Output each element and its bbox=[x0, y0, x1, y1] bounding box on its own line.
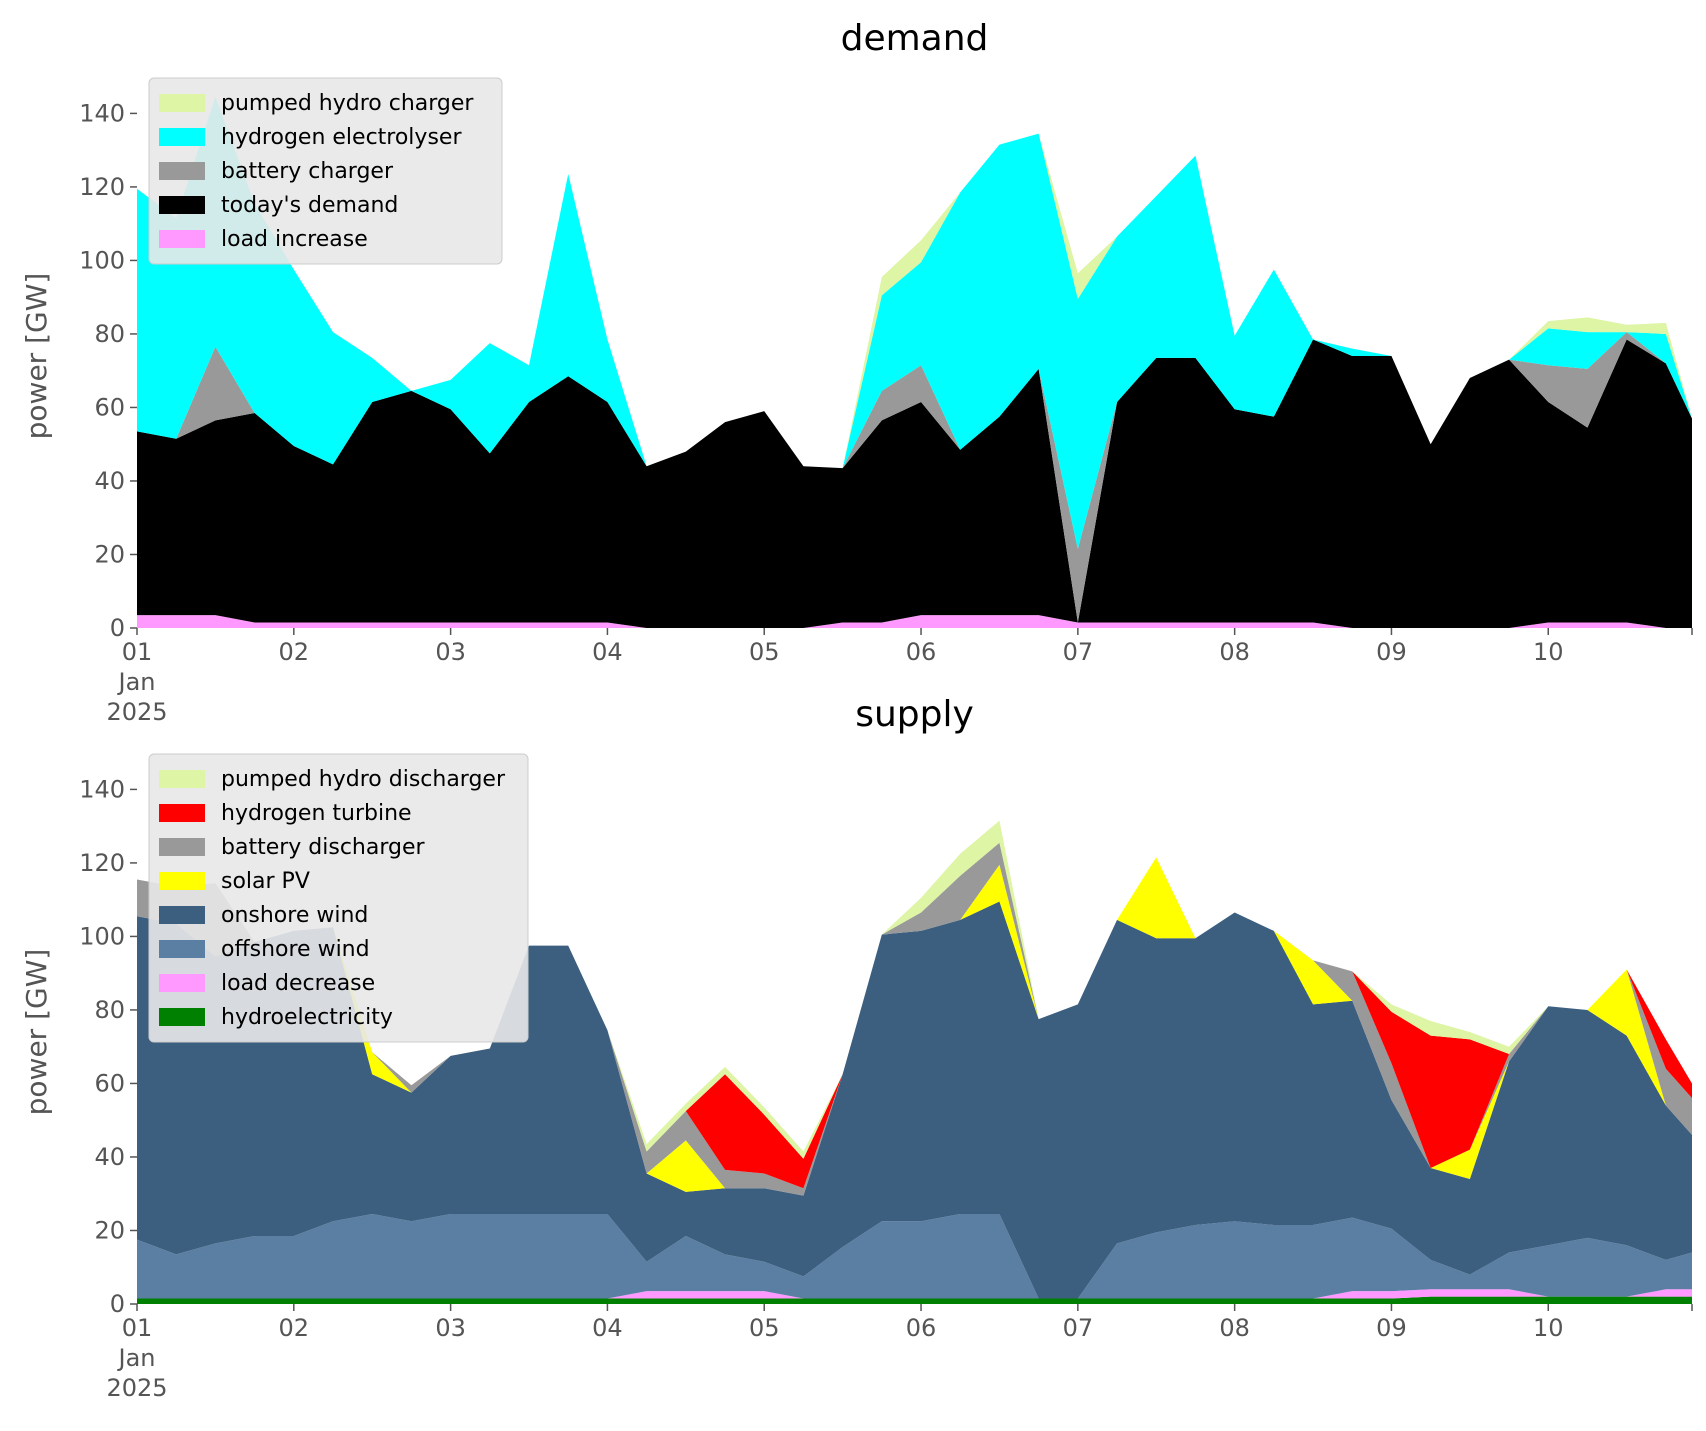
area-hydroelectricity bbox=[137, 1296, 1692, 1304]
x-tick-label: 05 bbox=[749, 1314, 780, 1342]
y-tick-label: 80 bbox=[94, 996, 125, 1024]
x-tick-label: 09 bbox=[1376, 638, 1407, 666]
y-tick-label: 0 bbox=[110, 1290, 125, 1318]
legend-swatch-hydrogen-turbine bbox=[159, 804, 205, 822]
y-tick-label: 60 bbox=[94, 1069, 125, 1097]
legend-label-offshore-wind: offshore wind bbox=[221, 937, 370, 962]
legend-label-load-increase: load increase bbox=[221, 227, 368, 252]
legend-swatch-solar-pv bbox=[159, 872, 205, 890]
y-axis: 0 20 40 60 80 100 120 140 bbox=[79, 775, 137, 1318]
y-tick-label: 20 bbox=[94, 540, 125, 568]
area-load-decrease bbox=[137, 1289, 1692, 1299]
stacked-areas bbox=[137, 96, 1692, 628]
legend-label-pumped-hydro-charger: pumped hydro charger bbox=[221, 91, 474, 116]
legend-swatch-today-s-demand bbox=[159, 196, 205, 214]
legend-label-battery-discharger: battery discharger bbox=[221, 835, 426, 860]
y-tick-label: 0 bbox=[110, 614, 125, 642]
x-tick-label: 2025 bbox=[106, 698, 167, 726]
y-tick-label: 140 bbox=[79, 775, 125, 803]
legend-label-battery-charger: battery charger bbox=[221, 159, 394, 184]
legend-swatch-battery-discharger bbox=[159, 838, 205, 856]
x-tick-label: 04 bbox=[592, 1314, 623, 1342]
y-tick-label: 60 bbox=[94, 393, 125, 421]
legend-label-pumped-hydro-discharger: pumped hydro discharger bbox=[221, 767, 506, 792]
x-tick-label: 2025 bbox=[106, 1374, 167, 1402]
area-hydrogen-electrolyser bbox=[137, 96, 1692, 549]
y-axis-label: power [GW] bbox=[20, 273, 53, 440]
legend-label-hydrogen-turbine: hydrogen turbine bbox=[221, 801, 412, 826]
legend-swatch-load-increase bbox=[159, 230, 205, 248]
y-axis: 0 20 40 60 80 100 120 140 bbox=[79, 99, 137, 642]
x-tick-label: 05 bbox=[749, 638, 780, 666]
y-tick-label: 20 bbox=[94, 1216, 125, 1244]
y-tick-label: 120 bbox=[79, 173, 125, 201]
x-tick-label: 03 bbox=[435, 1314, 466, 1342]
x-tick-label: 02 bbox=[279, 1314, 310, 1342]
legend-label-today-s-demand: today's demand bbox=[221, 193, 398, 218]
y-tick-label: 80 bbox=[94, 320, 125, 348]
x-tick-label: 08 bbox=[1219, 1314, 1250, 1342]
legend-swatch-onshore-wind bbox=[159, 906, 205, 924]
legend-box bbox=[148, 77, 503, 265]
x-tick-label: 10 bbox=[1533, 1314, 1564, 1342]
legend: pumped hydro discharger hydrogen turbine b… bbox=[148, 753, 529, 1043]
x-tick-label: 09 bbox=[1376, 1314, 1407, 1342]
x-tick-label: 07 bbox=[1063, 638, 1094, 666]
x-tick-label: 10 bbox=[1533, 638, 1564, 666]
area-hydrogen-turbine bbox=[137, 842, 1692, 1189]
area-offshore-wind bbox=[137, 1213, 1692, 1299]
chart-title: supply bbox=[855, 694, 974, 735]
legend: pumped hydro charger hydrogen electrolyse… bbox=[148, 77, 503, 265]
legend-swatch-battery-charger bbox=[159, 162, 205, 180]
y-axis-label: power [GW] bbox=[20, 949, 53, 1116]
x-tick-label: 04 bbox=[592, 638, 623, 666]
x-tick-label: 07 bbox=[1063, 1314, 1094, 1342]
legend-swatch-offshore-wind bbox=[159, 940, 205, 958]
area-load-increase bbox=[137, 615, 1692, 628]
legend-swatch-load-decrease bbox=[159, 974, 205, 992]
x-tick-label: 06 bbox=[906, 1314, 937, 1342]
area-today-s-demand bbox=[137, 339, 1692, 628]
x-tick-label: 03 bbox=[435, 638, 466, 666]
legend-label-hydrogen-electrolyser: hydrogen electrolyser bbox=[221, 125, 462, 150]
legend-swatch-hydroelectricity bbox=[159, 1008, 205, 1026]
y-tick-label: 120 bbox=[79, 849, 125, 877]
x-tick-label: 01 bbox=[122, 638, 153, 666]
legend-label-onshore-wind: onshore wind bbox=[221, 903, 368, 928]
x-tick-label: 08 bbox=[1219, 638, 1250, 666]
y-tick-label: 100 bbox=[79, 922, 125, 950]
legend-label-hydroelectricity: hydroelectricity bbox=[221, 1005, 393, 1030]
y-tick-label: 140 bbox=[79, 99, 125, 127]
legend-swatch-pumped-hydro-discharger bbox=[159, 770, 205, 788]
legend-label-load-decrease: load decrease bbox=[221, 971, 375, 996]
x-tick-label: 02 bbox=[279, 638, 310, 666]
y-tick-label: 100 bbox=[79, 246, 125, 274]
legend-box bbox=[148, 753, 529, 1043]
area-battery-charger bbox=[137, 332, 1692, 623]
y-tick-label: 40 bbox=[94, 1143, 125, 1171]
x-tick-label: Jan bbox=[117, 668, 156, 696]
y-tick-label: 40 bbox=[94, 467, 125, 495]
x-tick-label: 01 bbox=[122, 1314, 153, 1342]
x-tick-label: Jan bbox=[117, 1344, 156, 1372]
legend-label-solar-pv: solar PV bbox=[221, 869, 310, 894]
chart-title: demand bbox=[841, 18, 989, 59]
legend-swatch-hydrogen-electrolyser bbox=[159, 128, 205, 146]
legend-swatch-pumped-hydro-charger bbox=[159, 94, 205, 112]
x-tick-label: 06 bbox=[906, 638, 937, 666]
